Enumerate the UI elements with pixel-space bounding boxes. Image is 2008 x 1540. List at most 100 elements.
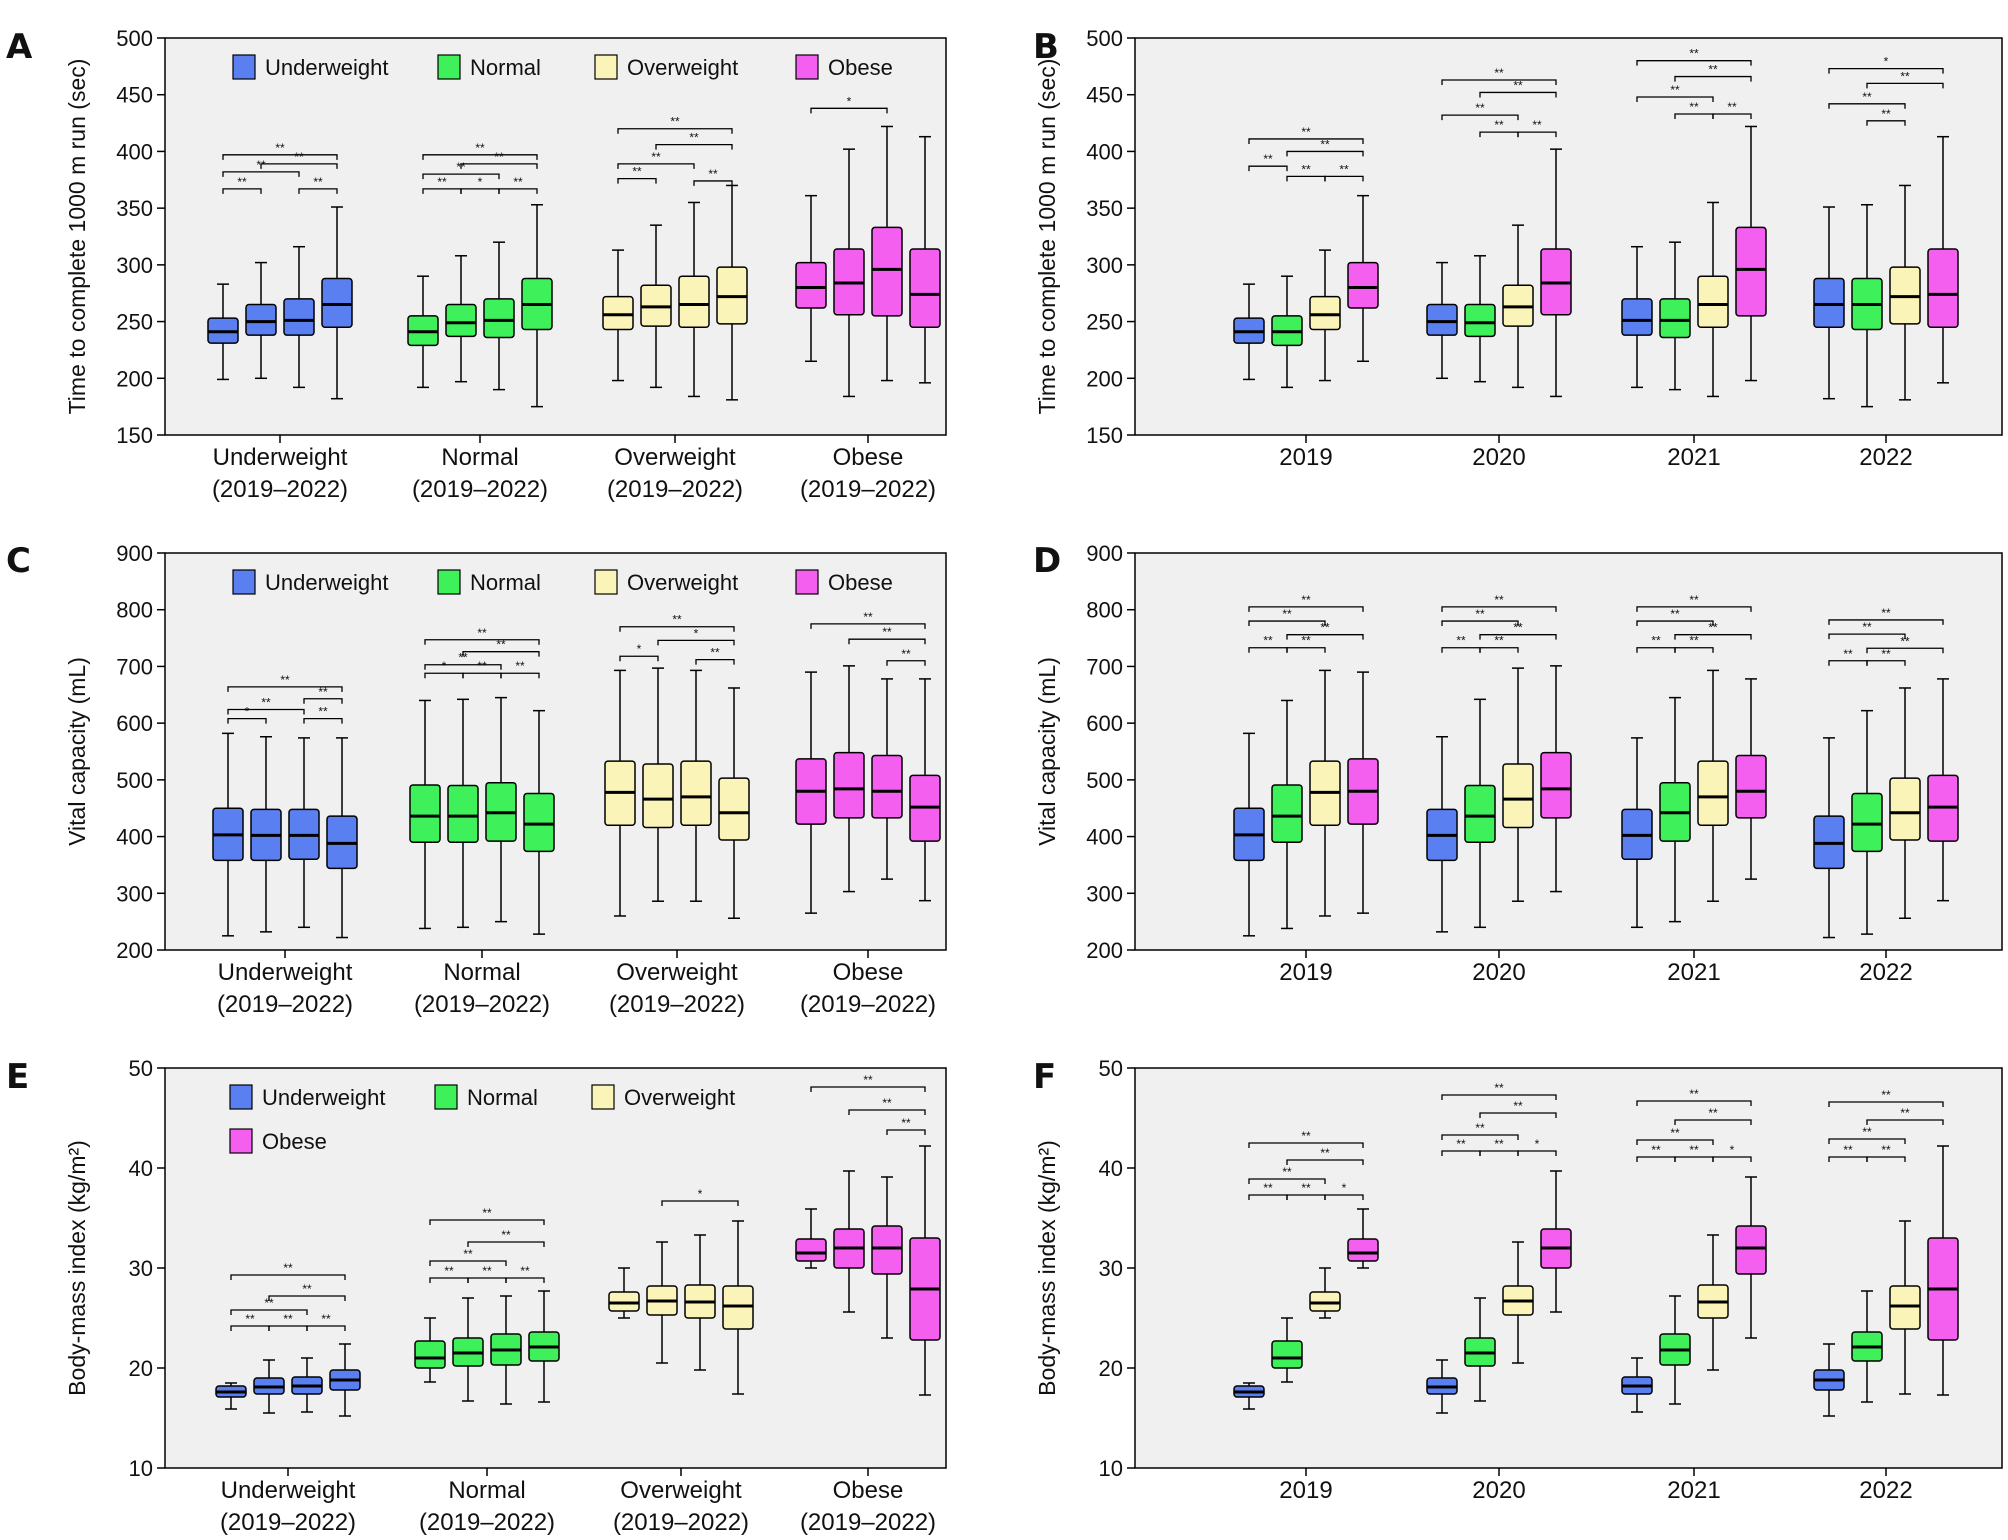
box-underweight — [288, 737, 320, 929]
significance-bracket — [422, 154, 538, 160]
significance-bracket — [1441, 620, 1519, 627]
panel-a: A 150 200 250 300 350 400 450 500 Time to complet… — [6, 26, 947, 503]
box-iqr — [1697, 760, 1729, 826]
significance-star: ** — [1282, 1165, 1292, 1179]
y-tick-label: 200 — [1086, 938, 1123, 963]
significance-bracket — [268, 1295, 346, 1301]
y-tick-label: 300 — [116, 881, 153, 906]
box-underweight — [1813, 206, 1845, 400]
significance-star: ** — [1320, 621, 1330, 635]
significance-bracket — [655, 143, 733, 150]
x-tick-label: Obese — [833, 959, 904, 986]
significance-bracket — [500, 672, 540, 679]
box-iqr — [245, 303, 277, 336]
significance-star: ** — [1494, 1081, 1504, 1095]
box-obese — [1347, 671, 1379, 914]
significance-star: ** — [1532, 118, 1542, 132]
box-obese — [1540, 665, 1572, 893]
box-iqr — [483, 298, 515, 339]
legend-swatch-underweight — [229, 1084, 253, 1110]
legend-label-normal: Normal — [470, 55, 541, 80]
x-tick-label: Overweight — [616, 959, 738, 986]
significance-bracket — [657, 639, 735, 646]
box-normal — [528, 1290, 560, 1403]
significance-bracket — [1828, 619, 1944, 625]
significance-star: ** — [882, 625, 892, 639]
box-iqr — [602, 295, 634, 331]
significance-bracket — [1517, 131, 1557, 138]
significance-star: ** — [708, 167, 718, 181]
box-normal — [1851, 1290, 1883, 1403]
significance-star: ** — [1301, 125, 1311, 139]
significance-star: ** — [313, 175, 323, 189]
box-normal — [452, 1297, 484, 1402]
plot-area — [164, 1067, 947, 1469]
significance-bracket — [1828, 633, 1906, 640]
y-tick-label: 350 — [1086, 196, 1123, 221]
box-overweight — [716, 184, 748, 401]
significance-bracket — [298, 188, 338, 194]
significance-bracket — [227, 717, 267, 724]
significance-star: * — [698, 1187, 703, 1201]
significance-star: ** — [1881, 1143, 1891, 1157]
significance-bracket — [1674, 1119, 1752, 1125]
significance-star: * — [1535, 1137, 1540, 1151]
box-normal — [485, 696, 517, 923]
significance-star: ** — [1301, 1181, 1311, 1195]
box-normal — [521, 203, 553, 408]
significance-bracket — [1517, 1150, 1557, 1156]
significance-star: ** — [1843, 1143, 1853, 1157]
box-iqr — [1347, 261, 1379, 309]
box-iqr — [1502, 763, 1534, 829]
significance-bracket — [227, 686, 343, 692]
significance-star: ** — [1475, 1121, 1485, 1135]
significance-star: ** — [494, 150, 504, 164]
significance-star: ** — [1494, 66, 1504, 80]
box-obese — [833, 1170, 865, 1313]
box-iqr — [1464, 303, 1496, 338]
x-tick-label: 2022 — [1859, 959, 1912, 986]
box-iqr — [642, 763, 674, 829]
significance-star: * — [847, 94, 852, 108]
box-iqr — [321, 277, 353, 328]
significance-star: ** — [1843, 647, 1853, 661]
y-tick-label: 200 — [116, 366, 153, 391]
significance-bracket — [617, 178, 657, 184]
panel-letter: E — [6, 1057, 29, 1097]
significance-bracket — [1674, 75, 1752, 82]
box-iqr — [409, 784, 441, 843]
significance-star: ** — [1651, 634, 1661, 648]
y-tick-label: 30 — [129, 1256, 153, 1281]
significance-star: ** — [1862, 90, 1872, 104]
x-tick-sublabel: (2019–2022) — [800, 991, 936, 1018]
x-tick-label: Normal — [441, 444, 518, 471]
box-obese — [1927, 1145, 1959, 1396]
x-tick-sublabel: (2019–2022) — [607, 476, 743, 503]
plot-area — [164, 552, 947, 951]
significance-bracket — [1441, 79, 1557, 85]
significance-bracket — [1248, 1178, 1326, 1184]
legend-label-underweight: Underweight — [262, 1085, 386, 1110]
panel-letter: B — [1033, 27, 1059, 67]
box-overweight — [1697, 201, 1729, 398]
significance-star: ** — [863, 1073, 873, 1087]
box-underweight — [1813, 737, 1845, 939]
panel-letter: D — [1033, 541, 1061, 581]
significance-bracket — [693, 180, 733, 186]
significance-bracket — [1636, 606, 1752, 612]
significance-bracket — [1286, 634, 1364, 640]
x-tick-label: Underweight — [221, 1477, 356, 1504]
plot-area — [1134, 37, 2003, 436]
significance-star: ** — [321, 1312, 331, 1326]
x-tick-label: 2019 — [1279, 1477, 1332, 1504]
significance-bracket — [424, 639, 540, 645]
box-underweight — [321, 206, 353, 400]
significance-star: ** — [1475, 607, 1485, 621]
box-iqr — [1927, 248, 1959, 328]
y-tick-label: 700 — [116, 654, 153, 679]
significance-bracket — [1248, 1142, 1364, 1148]
significance-bracket — [810, 1086, 926, 1092]
x-tick-sublabel: (2019–2022) — [412, 476, 548, 503]
box-iqr — [1426, 303, 1458, 336]
x-tick-sublabel: (2019–2022) — [613, 1509, 749, 1536]
